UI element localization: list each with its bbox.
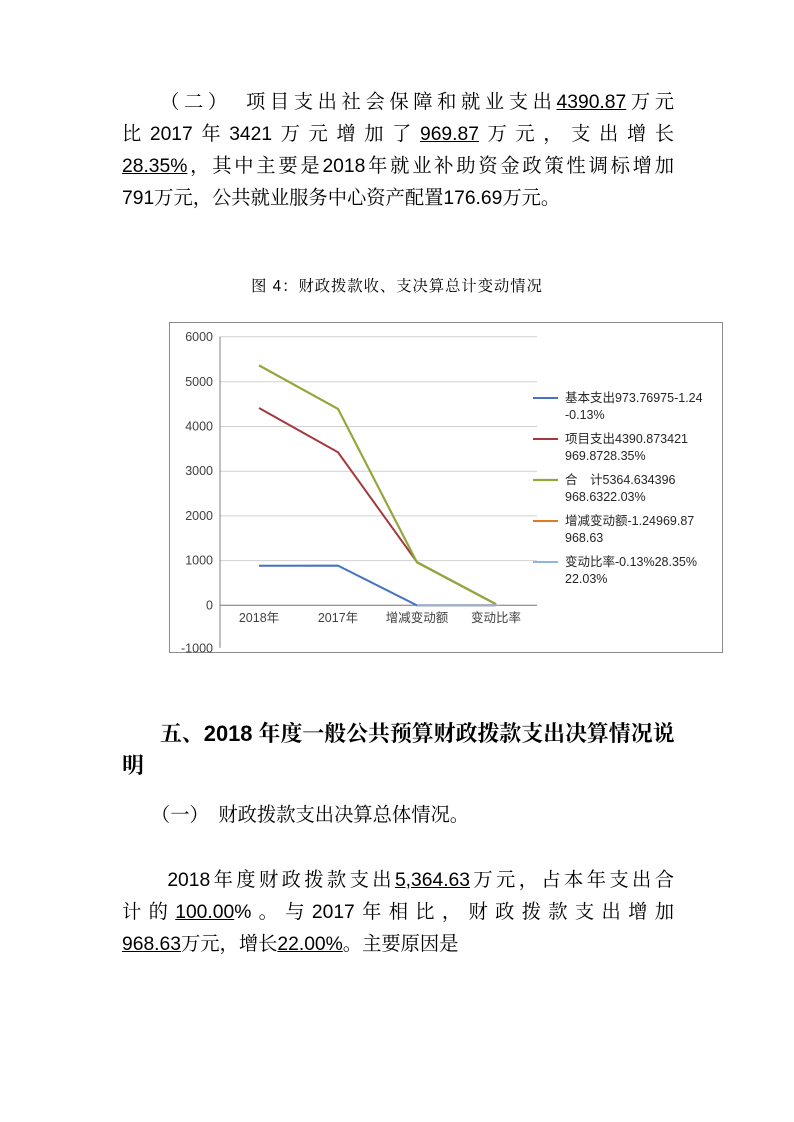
svg-text:5000: 5000 — [185, 375, 213, 389]
svg-text:-0.13%: -0.13% — [565, 408, 605, 422]
svg-text:增减变动额-1.24969.87: 增减变动额-1.24969.87 — [565, 513, 694, 528]
svg-text:项目支出4390.873421: 项目支出4390.873421 — [565, 432, 688, 446]
svg-text:0: 0 — [206, 598, 213, 612]
svg-text:22.03%: 22.03% — [565, 572, 607, 586]
svg-text:变动比率-0.13%28.35%: 变动比率-0.13%28.35% — [565, 554, 697, 569]
svg-text:2018年: 2018年 — [239, 611, 279, 625]
svg-text:变动比率: 变动比率 — [471, 610, 521, 625]
svg-text:2000: 2000 — [185, 509, 213, 523]
svg-text:-1000: -1000 — [181, 642, 213, 654]
svg-text:基本支出973.76975-1.24: 基本支出973.76975-1.24 — [565, 391, 703, 405]
svg-text:2017年: 2017年 — [318, 611, 358, 625]
svg-text:968.63: 968.63 — [565, 531, 603, 545]
svg-text:增减变动额: 增减变动额 — [386, 610, 449, 625]
svg-text:968.6322.03%: 968.6322.03% — [565, 490, 646, 504]
svg-text:969.8728.35%: 969.8728.35% — [565, 449, 646, 463]
svg-text:6000: 6000 — [185, 330, 213, 344]
svg-text:3000: 3000 — [185, 464, 213, 478]
svg-text:合 计5364.634396: 合 计5364.634396 — [565, 472, 676, 487]
svg-text:4000: 4000 — [185, 420, 213, 434]
svg-text:1000: 1000 — [185, 554, 213, 568]
